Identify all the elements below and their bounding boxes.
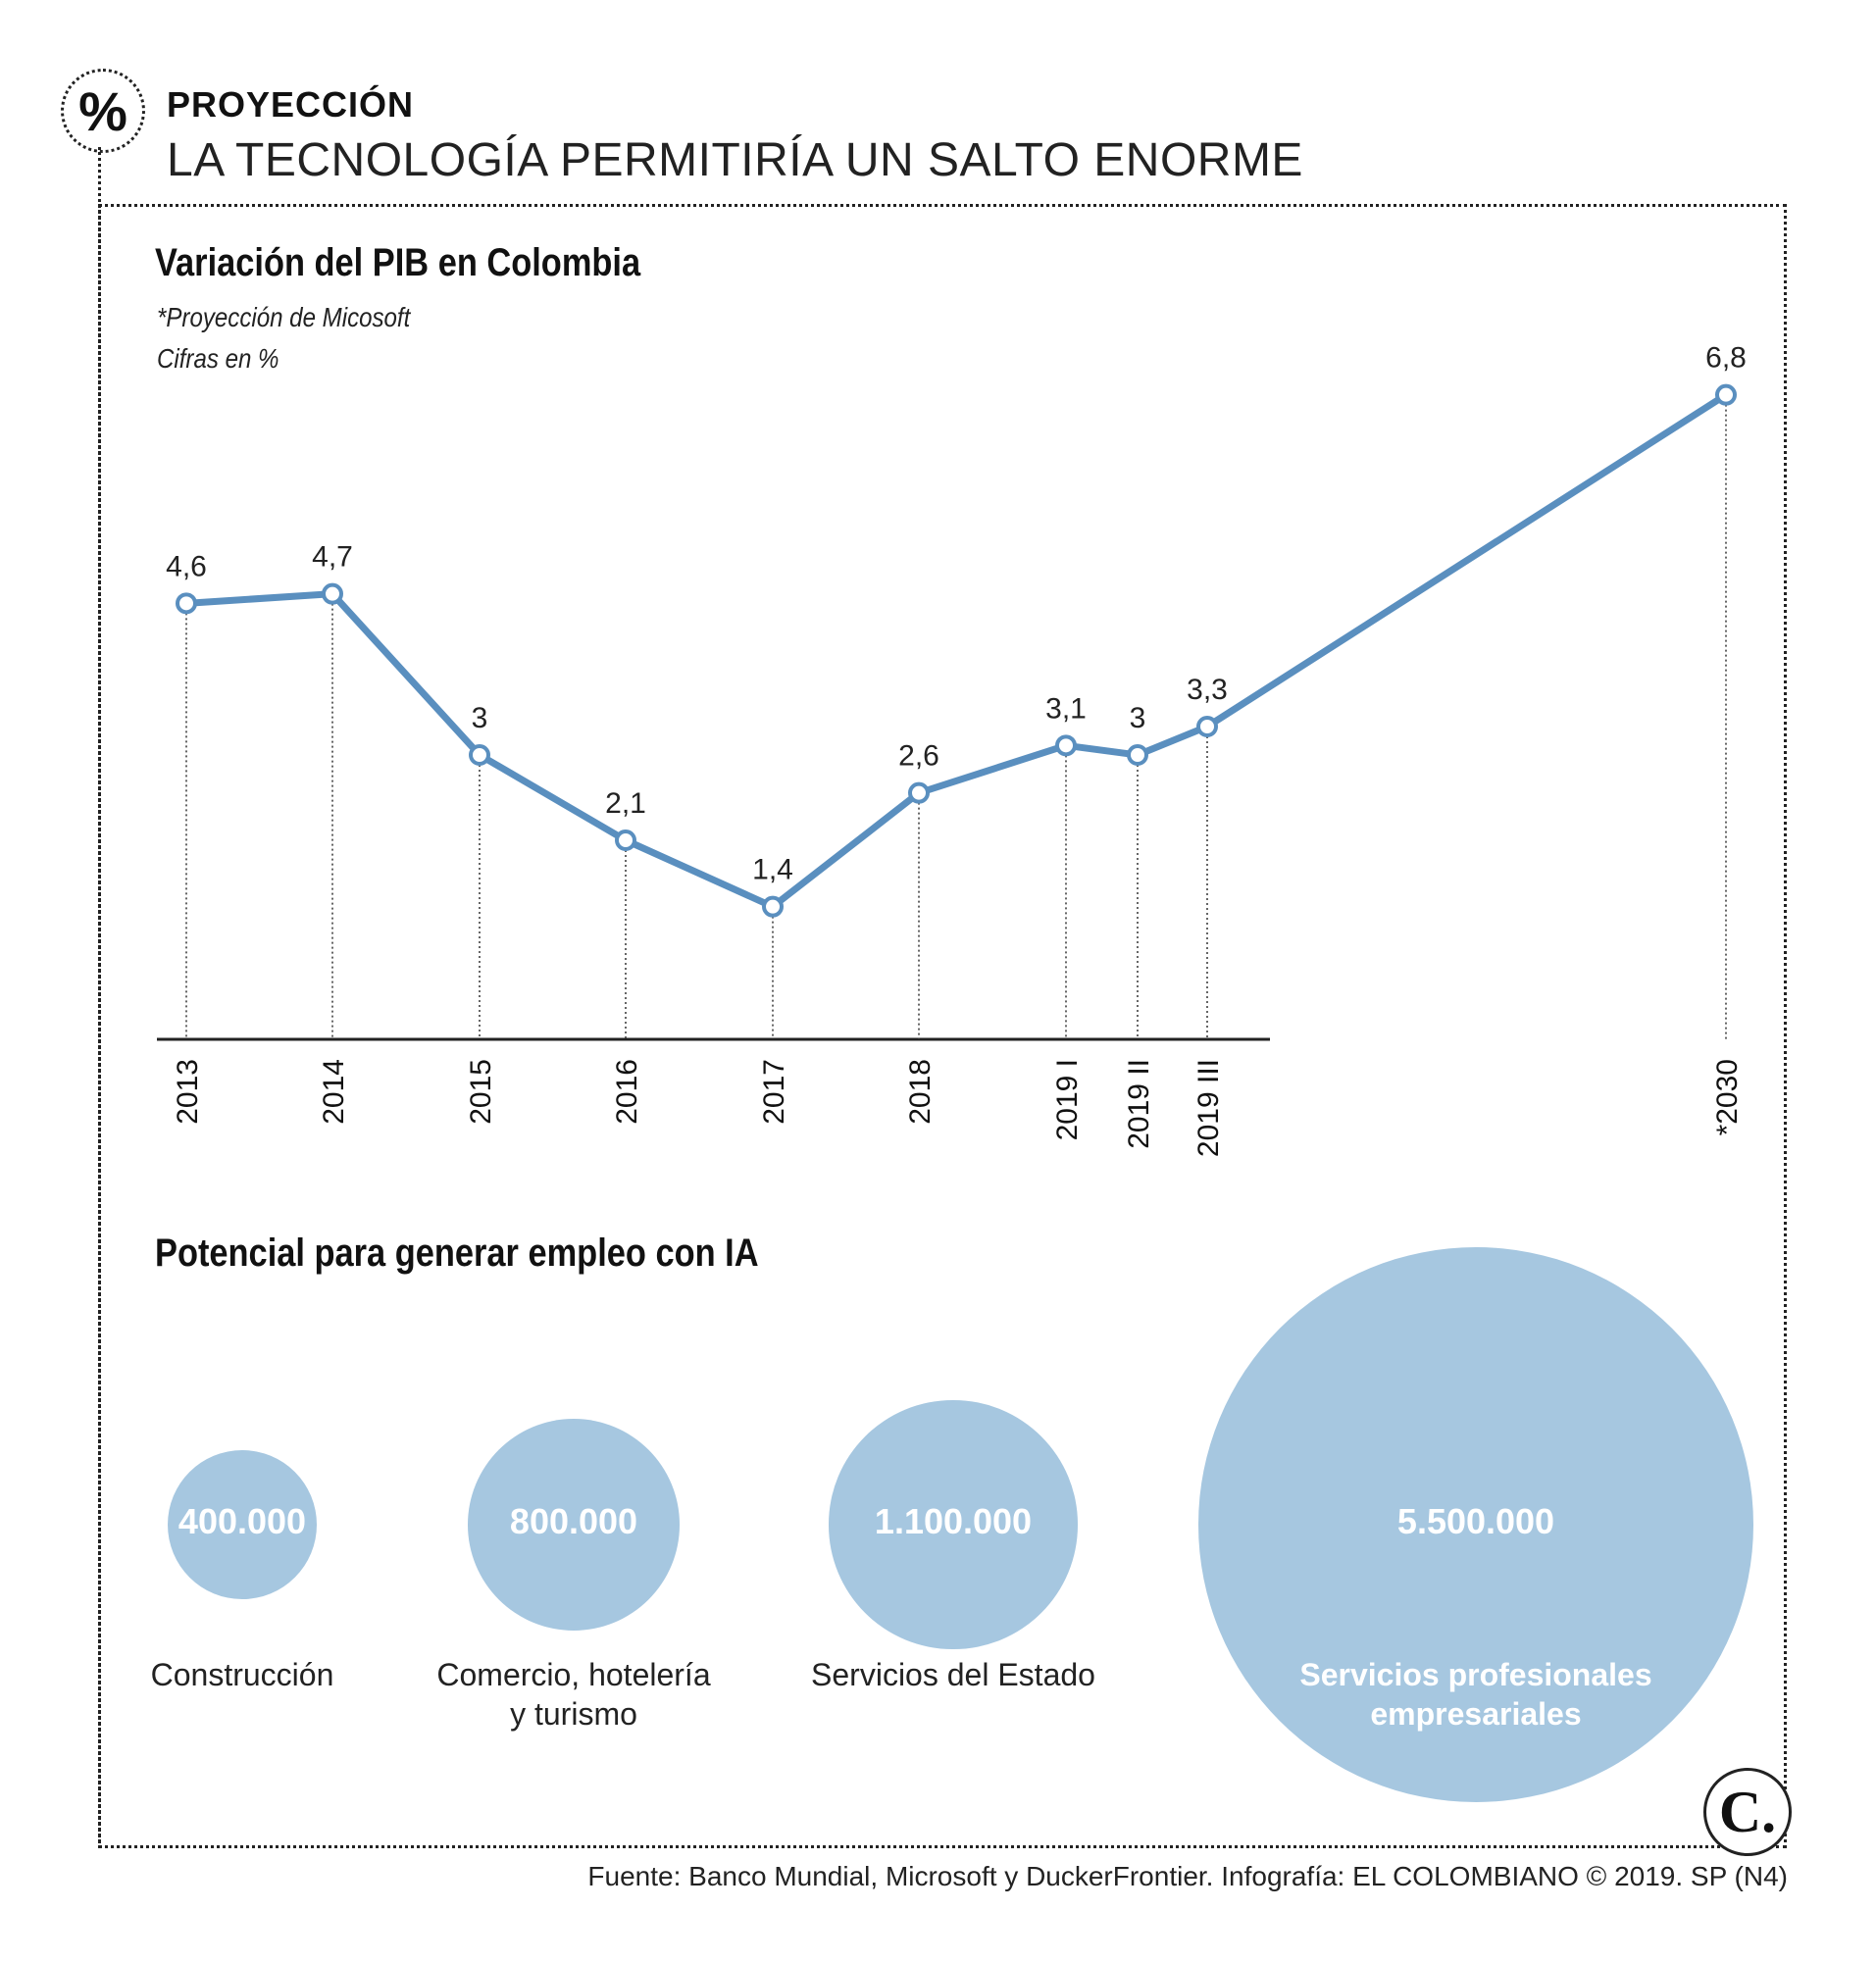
x-tick-label: 2014	[318, 1059, 350, 1125]
bubble-value-label: 5.500.000	[1396, 1501, 1555, 1541]
el-colombiano-logo: C.	[1703, 1768, 1792, 1856]
data-label: 3,3	[1187, 674, 1228, 706]
data-label: 1,4	[752, 854, 793, 886]
data-point	[615, 830, 636, 851]
data-point	[1715, 383, 1737, 406]
bubble	[468, 1419, 680, 1631]
line-chart-note: *Proyección de Micosoft	[157, 302, 411, 332]
bubble	[1198, 1247, 1753, 1802]
bubble	[167, 1449, 318, 1600]
bubble	[829, 1400, 1078, 1649]
x-tick-label: *2030	[1711, 1059, 1744, 1135]
data-point	[469, 744, 490, 766]
source-footer: Fuente: Banco Mundial, Microsoft y Ducke…	[587, 1861, 1788, 1891]
gdp-series-line	[185, 391, 1728, 911]
data-label: 3	[472, 702, 488, 734]
data-point	[1055, 734, 1077, 757]
x-tick-label: 2019 II	[1123, 1059, 1155, 1149]
bubble-category-label: Comercio, hotelería y turismo	[436, 1657, 711, 1732]
percent-icon: %	[61, 69, 145, 153]
headline: LA TECNOLOGÍA PERMITIRÍA UN SALTO ENORME	[167, 134, 1303, 186]
data-point	[322, 582, 343, 605]
data-label: 4,6	[166, 550, 207, 582]
data-point	[176, 592, 197, 615]
data-label: 4,7	[312, 541, 353, 574]
data-label: 2,1	[605, 787, 646, 820]
bubble-value-label: 1.100.000	[874, 1501, 1033, 1541]
x-tick-label: 2019 I	[1051, 1059, 1084, 1140]
kicker-label: PROYECCIÓN	[167, 84, 415, 125]
bubble-category-label: Servicios del Estado	[811, 1657, 1095, 1692]
infographic-frame	[98, 204, 1787, 1848]
line-chart-title: Variación del PIB en Colombia	[155, 241, 641, 284]
line-chart-units: Cifras en %	[157, 343, 279, 374]
bubble-value-label: 400.000	[177, 1501, 307, 1541]
bubble-chart-title: Potencial para generar empleo con IA	[155, 1232, 759, 1275]
data-label: 3	[1130, 702, 1146, 734]
data-label: 6,8	[1705, 342, 1747, 375]
x-tick-label: 2015	[465, 1059, 497, 1125]
gdp-line-chart: 4,6 4,7 3 2,1 1,4 2,6 3,1 3 3,3 6,8 2013 2014 2015 20…	[157, 342, 1747, 1157]
x-tick-label: 2017	[758, 1059, 790, 1125]
data-point	[1196, 716, 1218, 737]
x-tick-label: 2016	[611, 1059, 643, 1125]
data-point	[1127, 744, 1148, 766]
data-point	[908, 781, 930, 804]
data-label: 3,1	[1045, 692, 1087, 725]
x-tick-label: 2019 III	[1192, 1059, 1225, 1157]
x-tick-label: 2018	[904, 1059, 937, 1125]
bubble-category-label: Servicios profesionales empresariales	[1299, 1657, 1652, 1732]
x-tick-label: 2013	[172, 1059, 204, 1125]
bubble-category-label: Construcción	[150, 1657, 334, 1692]
data-point	[762, 895, 784, 918]
data-label: 2,6	[898, 740, 939, 773]
bubble-value-label: 800.000	[509, 1501, 638, 1541]
